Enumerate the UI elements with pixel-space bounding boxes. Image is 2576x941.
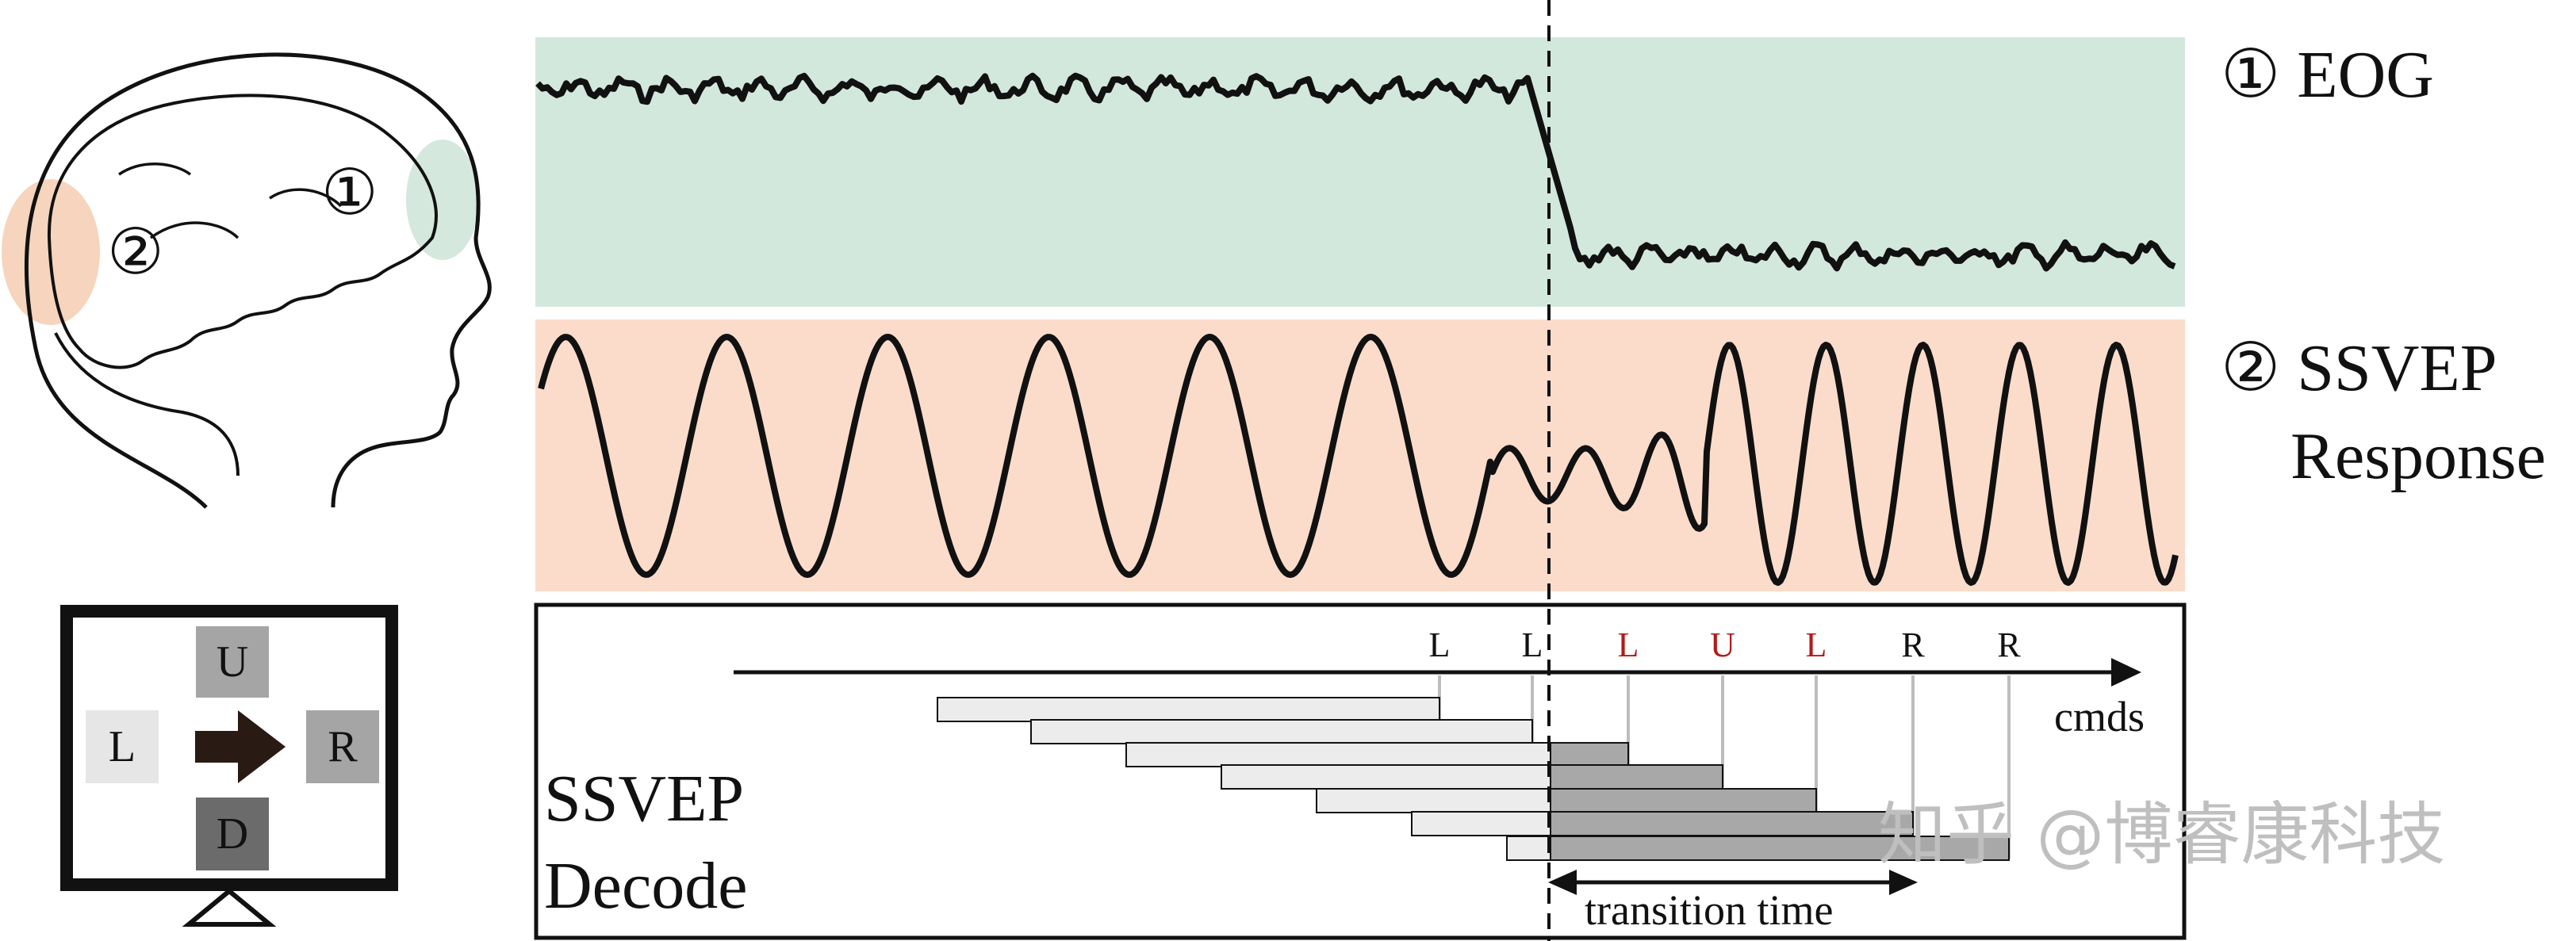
right-arrow-icon	[195, 710, 286, 783]
ssvep-label-line1: ② SSVEP	[2221, 331, 2497, 405]
decode-window-light	[1030, 719, 1533, 744]
key-up	[196, 626, 269, 698]
decode-panel: L L L U L R R cmds SSVEP Decode transition tim…	[534, 602, 2187, 940]
transition-time-label: transition time	[1585, 886, 1833, 934]
command-label: R	[1997, 625, 2021, 664]
eog-trace	[535, 72, 2176, 272]
key-up-label: U	[217, 637, 248, 687]
key-right	[306, 710, 379, 783]
command-label: R	[1901, 625, 1925, 664]
decode-title-line2: Decode	[544, 849, 748, 923]
decode-window-light	[1506, 836, 1551, 861]
skull-inner-curve	[54, 332, 240, 476]
decode-window-light	[1125, 742, 1551, 767]
decode-windows	[937, 697, 2010, 861]
monitor-stand	[182, 888, 277, 927]
ssvep-panel: ② SSVEP Response	[535, 319, 2546, 591]
ssvep-label-line2: Response	[2290, 419, 2546, 493]
eog-label: ① EOG	[2221, 38, 2434, 112]
eog-panel: ① EOG	[535, 37, 2434, 307]
command-label: L	[1806, 625, 1827, 664]
decode-window-light	[937, 697, 1440, 722]
decode-window-light	[1221, 764, 1551, 790]
head-illustration: ① ②	[2, 52, 492, 509]
frontal-electrode-region	[406, 140, 479, 260]
watermark: 知乎 @博睿康科技	[1878, 795, 2445, 874]
decode-window-light	[1316, 788, 1551, 813]
ssvep-trace	[538, 334, 2179, 586]
key-right-label: R	[328, 722, 358, 771]
transition-left-arrowhead	[1548, 870, 1577, 895]
key-left-label: L	[109, 722, 136, 771]
eog-background	[535, 37, 2185, 307]
cmds-axis-arrowhead	[2111, 658, 2141, 687]
key-left	[86, 710, 159, 783]
key-down	[196, 798, 269, 870]
head-marker-1: ①	[321, 159, 378, 228]
cmds-axis-label: cmds	[2054, 693, 2145, 740]
head-outline	[24, 52, 492, 509]
brain-fold	[118, 163, 343, 239]
key-down-label: D	[217, 809, 248, 859]
decode-window-dark	[1550, 811, 1914, 836]
decode-title-line1: SSVEP	[544, 762, 744, 836]
command-label: L	[1429, 625, 1451, 664]
decode-window-light	[1411, 811, 1551, 836]
ssvep-background	[535, 319, 2185, 591]
head-marker-2: ②	[107, 218, 164, 288]
stimulus-monitor: U L R D	[60, 605, 398, 927]
decode-window-dark	[1550, 788, 1817, 813]
brain-outline	[47, 94, 438, 369]
command-label: U	[1710, 625, 1735, 664]
command-label: L	[1618, 625, 1639, 664]
decode-window-dark	[1550, 742, 1629, 767]
decode-window-dark	[1550, 764, 1723, 790]
transition-right-arrowhead	[1889, 870, 1918, 895]
command-label: L	[1522, 625, 1543, 664]
